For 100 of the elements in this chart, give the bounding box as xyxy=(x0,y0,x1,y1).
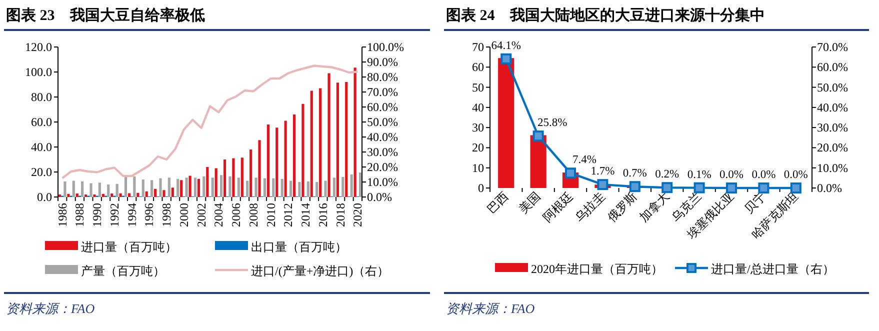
bar xyxy=(211,178,214,197)
x-tick-label: 2012 xyxy=(281,203,296,227)
bar xyxy=(180,180,183,197)
y2-tick-label: 40.0% xyxy=(817,100,848,114)
bar xyxy=(176,178,180,197)
bar xyxy=(302,104,304,197)
x-tick-label: 2006 xyxy=(229,203,244,227)
bar xyxy=(220,175,223,197)
bar xyxy=(150,180,154,197)
point xyxy=(565,168,576,179)
point xyxy=(629,181,640,192)
bar xyxy=(336,82,339,197)
bar xyxy=(197,178,200,197)
bar xyxy=(498,58,514,188)
bar xyxy=(310,90,313,197)
text: 资料来源：FAO xyxy=(446,301,536,316)
bar xyxy=(254,178,258,197)
y2-tick-label: 100.0% xyxy=(367,40,404,54)
x-tick-label: 1990 xyxy=(90,203,104,227)
bar xyxy=(110,194,114,197)
data-label: 0.7% xyxy=(622,168,648,180)
y-tick-label: 120.0 xyxy=(25,40,52,54)
point xyxy=(662,182,673,194)
bar xyxy=(188,176,192,197)
point xyxy=(758,182,770,194)
x-tick-label: 2002 xyxy=(194,203,208,227)
point xyxy=(726,182,737,194)
data-label: 0.0% xyxy=(784,169,808,181)
x-tick-label: 1996 xyxy=(142,203,156,227)
y2-tick-label: 70.0% xyxy=(367,85,398,99)
legend-label: 产量（百万吨） xyxy=(81,264,165,278)
bar xyxy=(90,183,92,197)
y2-tick-label: 20.0% xyxy=(367,160,398,174)
legend-label: 进口/(产量+净进口)（右） xyxy=(251,264,390,278)
y-tick-label: 50 xyxy=(472,80,484,94)
bar xyxy=(133,176,136,197)
bar xyxy=(284,120,287,197)
data-label: 1.7% xyxy=(590,166,616,178)
x-tick-label: 2010 xyxy=(264,203,278,227)
data-label: 0.2% xyxy=(655,168,680,181)
bar xyxy=(289,180,292,197)
data-label: 0.0% xyxy=(752,169,776,181)
y-tick-label: 60.0 xyxy=(31,115,52,129)
bar xyxy=(154,188,157,197)
bar xyxy=(280,178,284,197)
y2-tick-label: 50.0% xyxy=(817,80,848,94)
y2-tick-label: 70.0% xyxy=(817,40,848,54)
y2-tick-label: 80.0% xyxy=(367,70,398,84)
bar xyxy=(232,158,235,197)
bar xyxy=(530,135,546,188)
bar xyxy=(263,178,266,197)
chart-title: 图表 23 我国大豆自给率极低 xyxy=(6,6,205,24)
legend-label: 进口量/总进口量（右） xyxy=(711,262,834,276)
bar xyxy=(168,178,170,197)
bar xyxy=(316,182,318,197)
y-tick-label: 10 xyxy=(472,160,484,175)
y2-tick-label: 0.0% xyxy=(367,190,392,204)
bar xyxy=(142,180,144,197)
x-tick-label: 1988 xyxy=(72,203,87,227)
bar xyxy=(223,160,226,197)
bar xyxy=(298,182,301,197)
y2-tick-label: 10.0% xyxy=(367,175,398,189)
bar xyxy=(272,178,275,197)
y2-tick-label: 30.0% xyxy=(367,145,398,159)
bar xyxy=(98,182,101,197)
bar xyxy=(76,194,78,197)
bar xyxy=(194,178,197,197)
point xyxy=(694,182,705,194)
bar xyxy=(202,176,206,197)
x-tick-label: 1986 xyxy=(55,203,70,227)
x-tick-label: 1992 xyxy=(107,203,122,227)
bar xyxy=(119,193,122,197)
line-series xyxy=(61,64,359,180)
bar xyxy=(145,191,148,197)
bar xyxy=(228,176,232,197)
bar xyxy=(266,124,270,197)
y2-tick-label: 50.0% xyxy=(367,115,398,129)
bar xyxy=(292,114,296,197)
bar xyxy=(358,172,362,197)
y-tick-label: 20.0 xyxy=(31,165,52,179)
data-label: 0.1% xyxy=(687,168,712,181)
y-tick-label: 30 xyxy=(472,120,484,135)
y-tick-label: 100.0 xyxy=(25,65,52,79)
bar xyxy=(250,150,252,197)
bar xyxy=(64,181,66,197)
bar xyxy=(72,180,75,197)
bar xyxy=(324,180,327,197)
y2-tick-label: 60.0% xyxy=(817,60,848,74)
data-label: 7.4% xyxy=(572,154,597,166)
legend-label: 出口量（百万吨） xyxy=(251,240,347,254)
y2-tick-label: 60.0% xyxy=(367,100,398,114)
point xyxy=(500,53,512,64)
data-label: 64.1% xyxy=(491,40,522,52)
y-tick-label: 40.0 xyxy=(31,140,52,154)
bar xyxy=(342,177,344,197)
bar xyxy=(354,68,356,197)
bar xyxy=(185,178,188,197)
x-tick-label: 2000 xyxy=(176,203,191,227)
y-tick-label: 0 xyxy=(478,181,484,195)
legend-label: 进口量（百万吨） xyxy=(81,240,177,254)
